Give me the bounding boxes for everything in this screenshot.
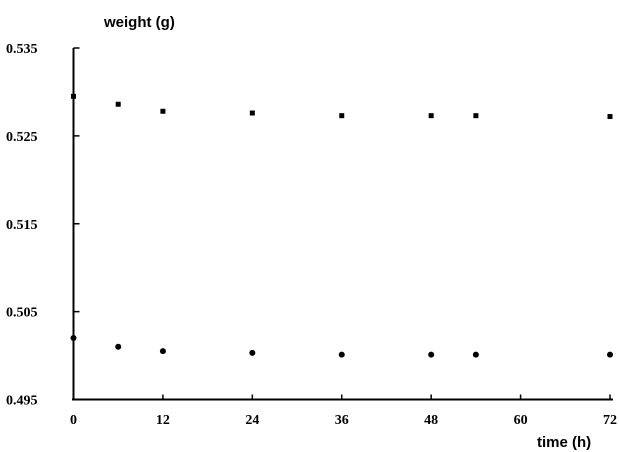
- series-2-point-8: [607, 351, 613, 358]
- series-2-point-5: [338, 351, 345, 358]
- y-tick-label-0.515: 0.515: [6, 218, 38, 233]
- series-2-point-6: [428, 351, 435, 358]
- x-tick-label-24: 24: [245, 413, 259, 428]
- series-1-point-5: [339, 113, 345, 119]
- x-tick-label-60: 60: [514, 413, 528, 428]
- series-1-point-1: [71, 93, 76, 99]
- series-1-point-6: [428, 113, 434, 119]
- x-tick-label-0: 0: [70, 413, 77, 428]
- series-1-point-4: [249, 110, 255, 116]
- series-2-point-1: [70, 334, 77, 341]
- y-tick-label-0.535: 0.535: [6, 42, 38, 57]
- x-tick-label-48: 48: [424, 413, 438, 428]
- tick-labels: 0 12 24 36 48 60 72 0.495 0.505 0.515 0.525 0.535: [6, 42, 617, 428]
- x-tick-label-36: 36: [335, 413, 349, 428]
- series-2-point-3: [159, 348, 166, 355]
- y-tick-label-0.525: 0.525: [6, 130, 38, 145]
- axis-ticks: [72, 47, 611, 401]
- series-2-point-4: [249, 349, 256, 356]
- series-1-point-3: [160, 108, 166, 114]
- series-1-point-7: [473, 113, 479, 119]
- series-2-point-2: [115, 343, 122, 350]
- data-points: [70, 93, 613, 358]
- series-1-point-2: [115, 101, 121, 107]
- y-axis-title: weight (g): [103, 14, 175, 31]
- x-tick-label-72: 72: [603, 413, 617, 428]
- series-1-point-8: [607, 114, 613, 120]
- x-tick-label-12: 12: [156, 413, 170, 428]
- y-tick-label-0.505: 0.505: [6, 306, 38, 321]
- series-2-point-7: [472, 351, 479, 358]
- y-tick-label-0.495: 0.495: [6, 394, 38, 409]
- x-axis-title: time (h): [537, 434, 591, 451]
